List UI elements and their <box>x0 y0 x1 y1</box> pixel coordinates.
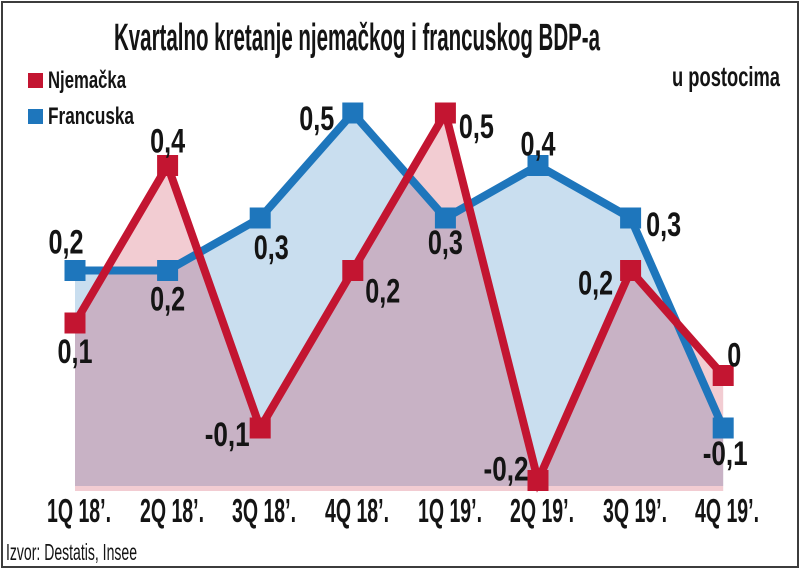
marker-francuska <box>157 260 179 281</box>
value-label-njemaka: 0,1 <box>58 333 93 371</box>
marker-francuska <box>342 102 364 124</box>
value-label-njemaka: -0,2 <box>484 451 529 489</box>
marker-njemaka <box>249 417 271 439</box>
value-label-francuska: 0,4 <box>521 126 556 164</box>
marker-njemaka <box>342 260 364 281</box>
x-axis-label: 2Q 18’. <box>140 492 204 529</box>
line-francuska <box>75 106 727 430</box>
value-label-njemaka: 0,4 <box>150 123 185 161</box>
x-axis-label: 4Q 19’. <box>695 492 759 529</box>
plot-area: 0,2 0,2 0,3 0,5 0,3 0,4 0,3 -0,1 0,1 0,4 -0,1 0,2 0,… <box>49 100 748 493</box>
legend-swatch-njemacka <box>28 73 43 88</box>
marker-njemaka <box>64 312 86 334</box>
marker-francuska <box>434 207 456 229</box>
legend-label-njemacka: Njemačka <box>48 67 126 94</box>
marker-njemaka <box>434 102 456 124</box>
marker-francuska <box>64 260 86 281</box>
area-njemaka <box>75 113 724 491</box>
value-label-francuska: 0,5 <box>299 100 334 138</box>
value-label-francuska: 0,2 <box>150 281 185 319</box>
marker-francuska <box>249 207 271 229</box>
marker-njemaka <box>712 365 734 386</box>
value-label-francuska: 0,3 <box>254 229 289 267</box>
marker-francuska <box>527 155 549 176</box>
marker-njemaka <box>620 260 642 281</box>
legend-swatch-francuska <box>28 109 43 124</box>
area-francuska <box>75 113 724 486</box>
chart-title: Kvartalno kretanje njemačkog i francusko… <box>114 17 600 59</box>
marker-francuska <box>712 417 734 439</box>
x-axis-label: 1Q 19’. <box>418 492 482 529</box>
value-label-francuska: -0,1 <box>703 435 748 473</box>
marker-francuska <box>620 207 642 229</box>
legend-label-francuska: Francuska <box>48 103 134 130</box>
unit-label: u postocima <box>672 61 780 92</box>
value-label-njemaka: 0,2 <box>578 265 613 303</box>
value-label-francuska: 0,3 <box>428 224 463 262</box>
x-axis-label: 3Q 18’. <box>232 492 296 529</box>
marker-njemaka <box>157 155 179 176</box>
value-label-njemaka: 0,2 <box>365 273 400 311</box>
line-njemaka <box>71 102 727 493</box>
value-label-njemaka: -0,1 <box>205 416 250 454</box>
value-label-njemaka: 0 <box>727 337 741 375</box>
x-axis-label: 3Q 19’. <box>603 492 667 529</box>
x-axis-label: 4Q 18’. <box>325 492 389 529</box>
x-axis-label: 2Q 19’. <box>510 492 574 529</box>
value-label-francuska: 0,3 <box>646 206 681 244</box>
source-note: Izvor: Destatis, Insee <box>6 539 137 565</box>
value-label-francuska: 0,2 <box>49 224 84 262</box>
marker-njemaka <box>527 470 549 491</box>
x-axis-label: 1Q 18’. <box>47 492 111 529</box>
value-label-njemaka: 0,5 <box>459 108 494 146</box>
